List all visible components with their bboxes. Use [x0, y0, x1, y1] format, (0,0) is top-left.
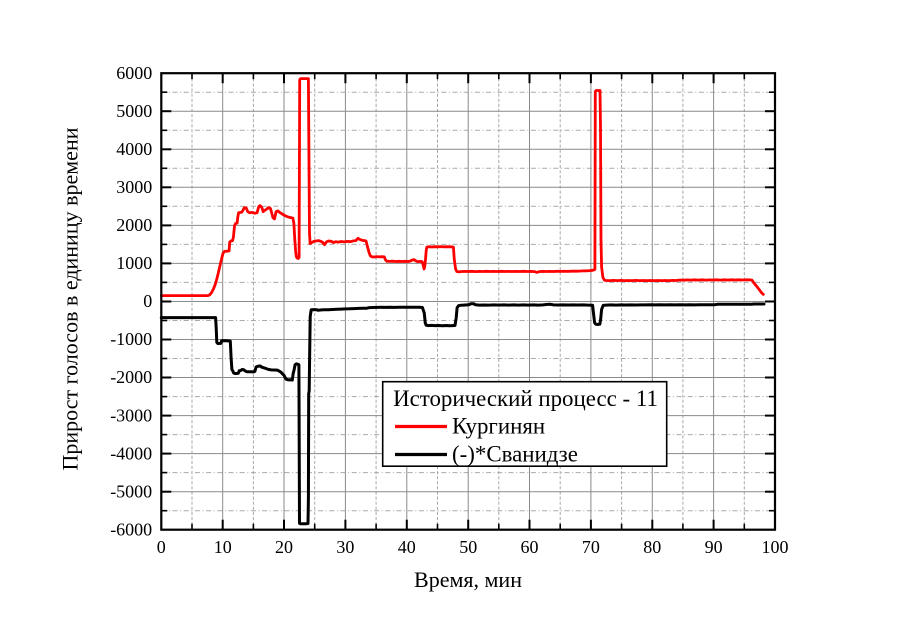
svg-text:100: 100	[762, 537, 789, 557]
svg-text:Прирост голосов в единицу врем: Прирост голосов в единицу времени	[57, 127, 82, 470]
svg-text:1000: 1000	[116, 253, 152, 273]
svg-text:Время, мин: Время, мин	[414, 567, 522, 592]
svg-text:-4000: -4000	[110, 443, 152, 463]
svg-text:Исторический процесс - 11: Исторический процесс - 11	[393, 386, 658, 411]
svg-text:30: 30	[336, 537, 354, 557]
svg-text:Кургинян: Кургинян	[452, 414, 545, 439]
svg-text:80: 80	[643, 537, 661, 557]
svg-text:-5000: -5000	[110, 481, 152, 501]
svg-text:0: 0	[157, 537, 166, 557]
svg-text:4000: 4000	[116, 139, 152, 159]
svg-text:70: 70	[582, 537, 600, 557]
svg-text:-6000: -6000	[110, 519, 152, 539]
svg-text:6000: 6000	[116, 63, 152, 83]
svg-text:-2000: -2000	[110, 367, 152, 387]
svg-text:3000: 3000	[116, 177, 152, 197]
svg-text:0: 0	[143, 291, 152, 311]
svg-text:20: 20	[275, 537, 293, 557]
svg-text:50: 50	[459, 537, 477, 557]
svg-text:60: 60	[521, 537, 539, 557]
svg-text:2000: 2000	[116, 215, 152, 235]
svg-text:90: 90	[705, 537, 723, 557]
svg-text:5000: 5000	[116, 101, 152, 121]
svg-text:-1000: -1000	[110, 329, 152, 349]
svg-text:10: 10	[214, 537, 232, 557]
svg-text:-3000: -3000	[110, 405, 152, 425]
svg-text:40: 40	[398, 537, 416, 557]
svg-text:(-)*Сванидзе: (-)*Сванидзе	[452, 442, 578, 467]
